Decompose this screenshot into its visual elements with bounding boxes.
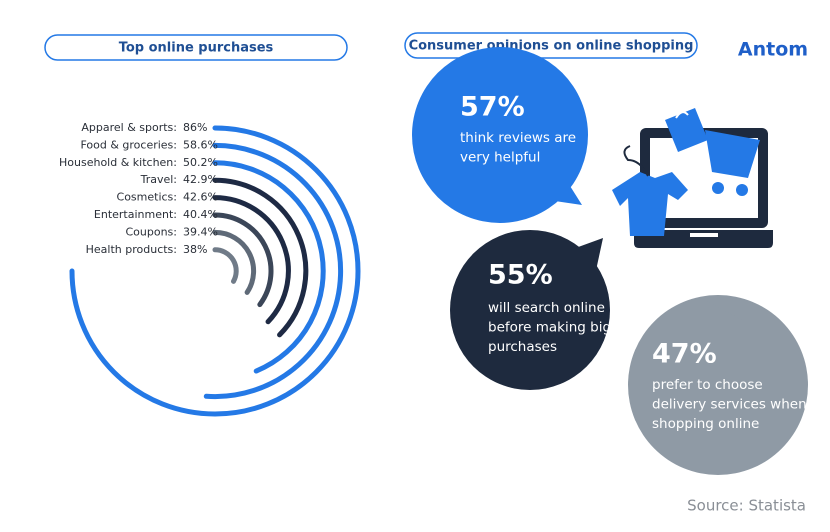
source: Source: Statista bbox=[687, 497, 806, 515]
value-label: 42.9% bbox=[183, 173, 218, 186]
bag-icon bbox=[665, 108, 708, 152]
brand-logo: Antom bbox=[738, 39, 808, 61]
category-label: Health products: bbox=[86, 243, 177, 256]
value-label: 86% bbox=[183, 121, 207, 134]
category-label: Food & groceries: bbox=[80, 138, 177, 151]
stat-text: think reviews are bbox=[460, 130, 576, 146]
bag-handle bbox=[675, 111, 689, 119]
bubble-shape bbox=[450, 230, 610, 390]
radial-bar bbox=[212, 195, 291, 325]
bubble-shape bbox=[628, 295, 808, 475]
stat-text: delivery services when bbox=[652, 397, 807, 413]
stat-text: will search online bbox=[488, 300, 605, 316]
stat-text: purchases bbox=[488, 339, 557, 355]
value-label: 58.6% bbox=[183, 138, 218, 151]
stat: 47% bbox=[652, 339, 717, 370]
laptop-illustration bbox=[612, 108, 773, 248]
category-label: Cosmetics: bbox=[117, 191, 177, 204]
radial-bar bbox=[212, 177, 309, 338]
cart-wheel bbox=[712, 182, 724, 194]
bubble-blue bbox=[412, 47, 588, 223]
radial-bar bbox=[212, 229, 257, 295]
laptop-base bbox=[634, 230, 773, 248]
category-label: Coupons: bbox=[125, 225, 177, 238]
category-label: Entertainment: bbox=[94, 208, 177, 221]
value-label: 39.4% bbox=[183, 225, 218, 238]
cart-wheel bbox=[736, 184, 748, 196]
hanger bbox=[623, 145, 649, 177]
bubble-tail bbox=[570, 238, 603, 275]
value-label: 50.2% bbox=[183, 156, 218, 169]
chart-title: Top online purchases bbox=[119, 41, 274, 56]
opinions-title: Consumer opinions on online shopping bbox=[409, 39, 694, 54]
stat-text: shopping online bbox=[652, 416, 759, 432]
radial-bar bbox=[203, 142, 344, 400]
radial-bar bbox=[212, 247, 239, 284]
bubble-tail bbox=[548, 178, 582, 205]
radial-bar bbox=[212, 212, 274, 308]
category-label: Household & kitchen: bbox=[59, 156, 177, 169]
stat-text: prefer to choose bbox=[652, 377, 763, 393]
bubble-tail bbox=[705, 296, 742, 320]
value-label: 40.4% bbox=[183, 208, 218, 221]
category-label: Apparel & sports: bbox=[81, 121, 177, 134]
title-pill bbox=[44, 34, 348, 61]
bubble-dark bbox=[450, 230, 610, 390]
laptop-notch bbox=[690, 233, 718, 237]
radial-bar bbox=[212, 160, 326, 374]
category-label: Travel: bbox=[140, 173, 177, 186]
stat: 57% bbox=[460, 92, 525, 123]
cart-icon bbox=[705, 130, 760, 178]
stat-text: before making big bbox=[488, 320, 611, 336]
bubble-shape bbox=[412, 47, 588, 223]
bubble-gray bbox=[628, 295, 808, 475]
value-label: 38% bbox=[183, 243, 207, 256]
shirt-icon bbox=[612, 172, 688, 236]
value-label: 42.6% bbox=[183, 191, 218, 204]
stat: 55% bbox=[488, 260, 553, 291]
stat-text: very helpful bbox=[460, 150, 540, 166]
radial-bar bbox=[69, 125, 361, 417]
